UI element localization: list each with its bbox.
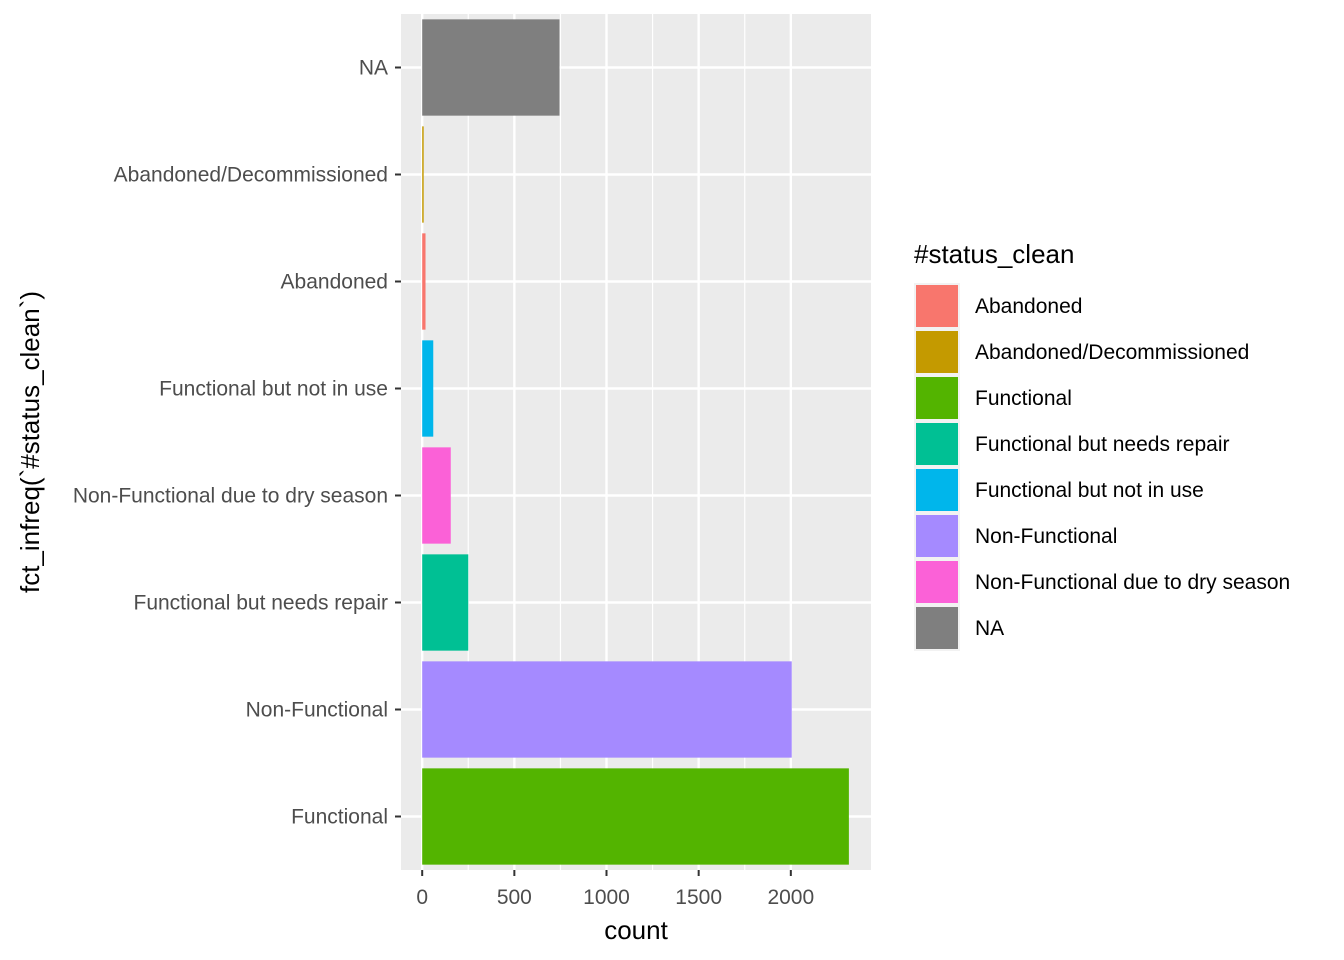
y-tick-label: Non-Functional due to dry season: [73, 485, 388, 508]
legend-label: Functional: [975, 387, 1072, 410]
x-tick-label: 0: [416, 886, 428, 909]
legend-label: NA: [975, 617, 1004, 640]
legend-swatch: [916, 607, 958, 649]
legend-swatch: [916, 469, 958, 511]
legend-label: Abandoned: [975, 295, 1082, 318]
y-tick-label: Abandoned/Decommissioned: [114, 164, 388, 187]
bar: [422, 661, 792, 758]
bar: [422, 340, 434, 437]
legend-swatch: [916, 285, 958, 327]
x-tick-label: 1500: [675, 886, 722, 909]
y-tick-label: Functional but not in use: [159, 378, 388, 401]
x-axis: 0 500 1000 1500 2000: [416, 870, 814, 909]
legend-label: Functional but not in use: [975, 479, 1204, 502]
legend-swatch: [916, 331, 958, 373]
y-tick-label: Functional but needs repair: [134, 592, 389, 615]
bar: [422, 233, 426, 330]
y-axis-title: fct_infreq(`#status_clean`): [15, 291, 45, 593]
legend-swatch: [916, 561, 958, 603]
bar: [422, 126, 424, 223]
y-tick-label: Functional: [291, 806, 388, 829]
legend-label: Abandoned/Decommissioned: [975, 341, 1249, 364]
y-axis: Functional Non-Functional Functional but n…: [73, 57, 401, 829]
bar: [422, 19, 560, 116]
x-axis-title: count: [604, 915, 668, 945]
legend-items: Abandoned Abandoned/Decommissioned Functio…: [914, 283, 1290, 651]
x-tick-label: 2000: [767, 886, 814, 909]
legend-label: Functional but needs repair: [975, 433, 1230, 456]
legend-label: Non-Functional due to dry season: [975, 571, 1290, 594]
x-tick-label: 1000: [583, 886, 630, 909]
legend-label: Non-Functional: [975, 525, 1117, 548]
bar: [422, 447, 451, 544]
legend-swatch: [916, 515, 958, 557]
legend-swatch: [916, 423, 958, 465]
x-tick-label: 500: [497, 886, 532, 909]
y-tick-label: NA: [359, 57, 388, 80]
legend-swatch: [916, 377, 958, 419]
bar: [422, 554, 469, 651]
bars: [422, 19, 849, 865]
y-tick-label: Non-Functional: [246, 699, 388, 722]
y-tick-label: Abandoned: [281, 271, 388, 294]
legend-title: #status_clean: [914, 239, 1074, 269]
legend: #status_clean Abandoned Abandoned/Decommi…: [914, 239, 1290, 651]
bar: [422, 768, 849, 865]
